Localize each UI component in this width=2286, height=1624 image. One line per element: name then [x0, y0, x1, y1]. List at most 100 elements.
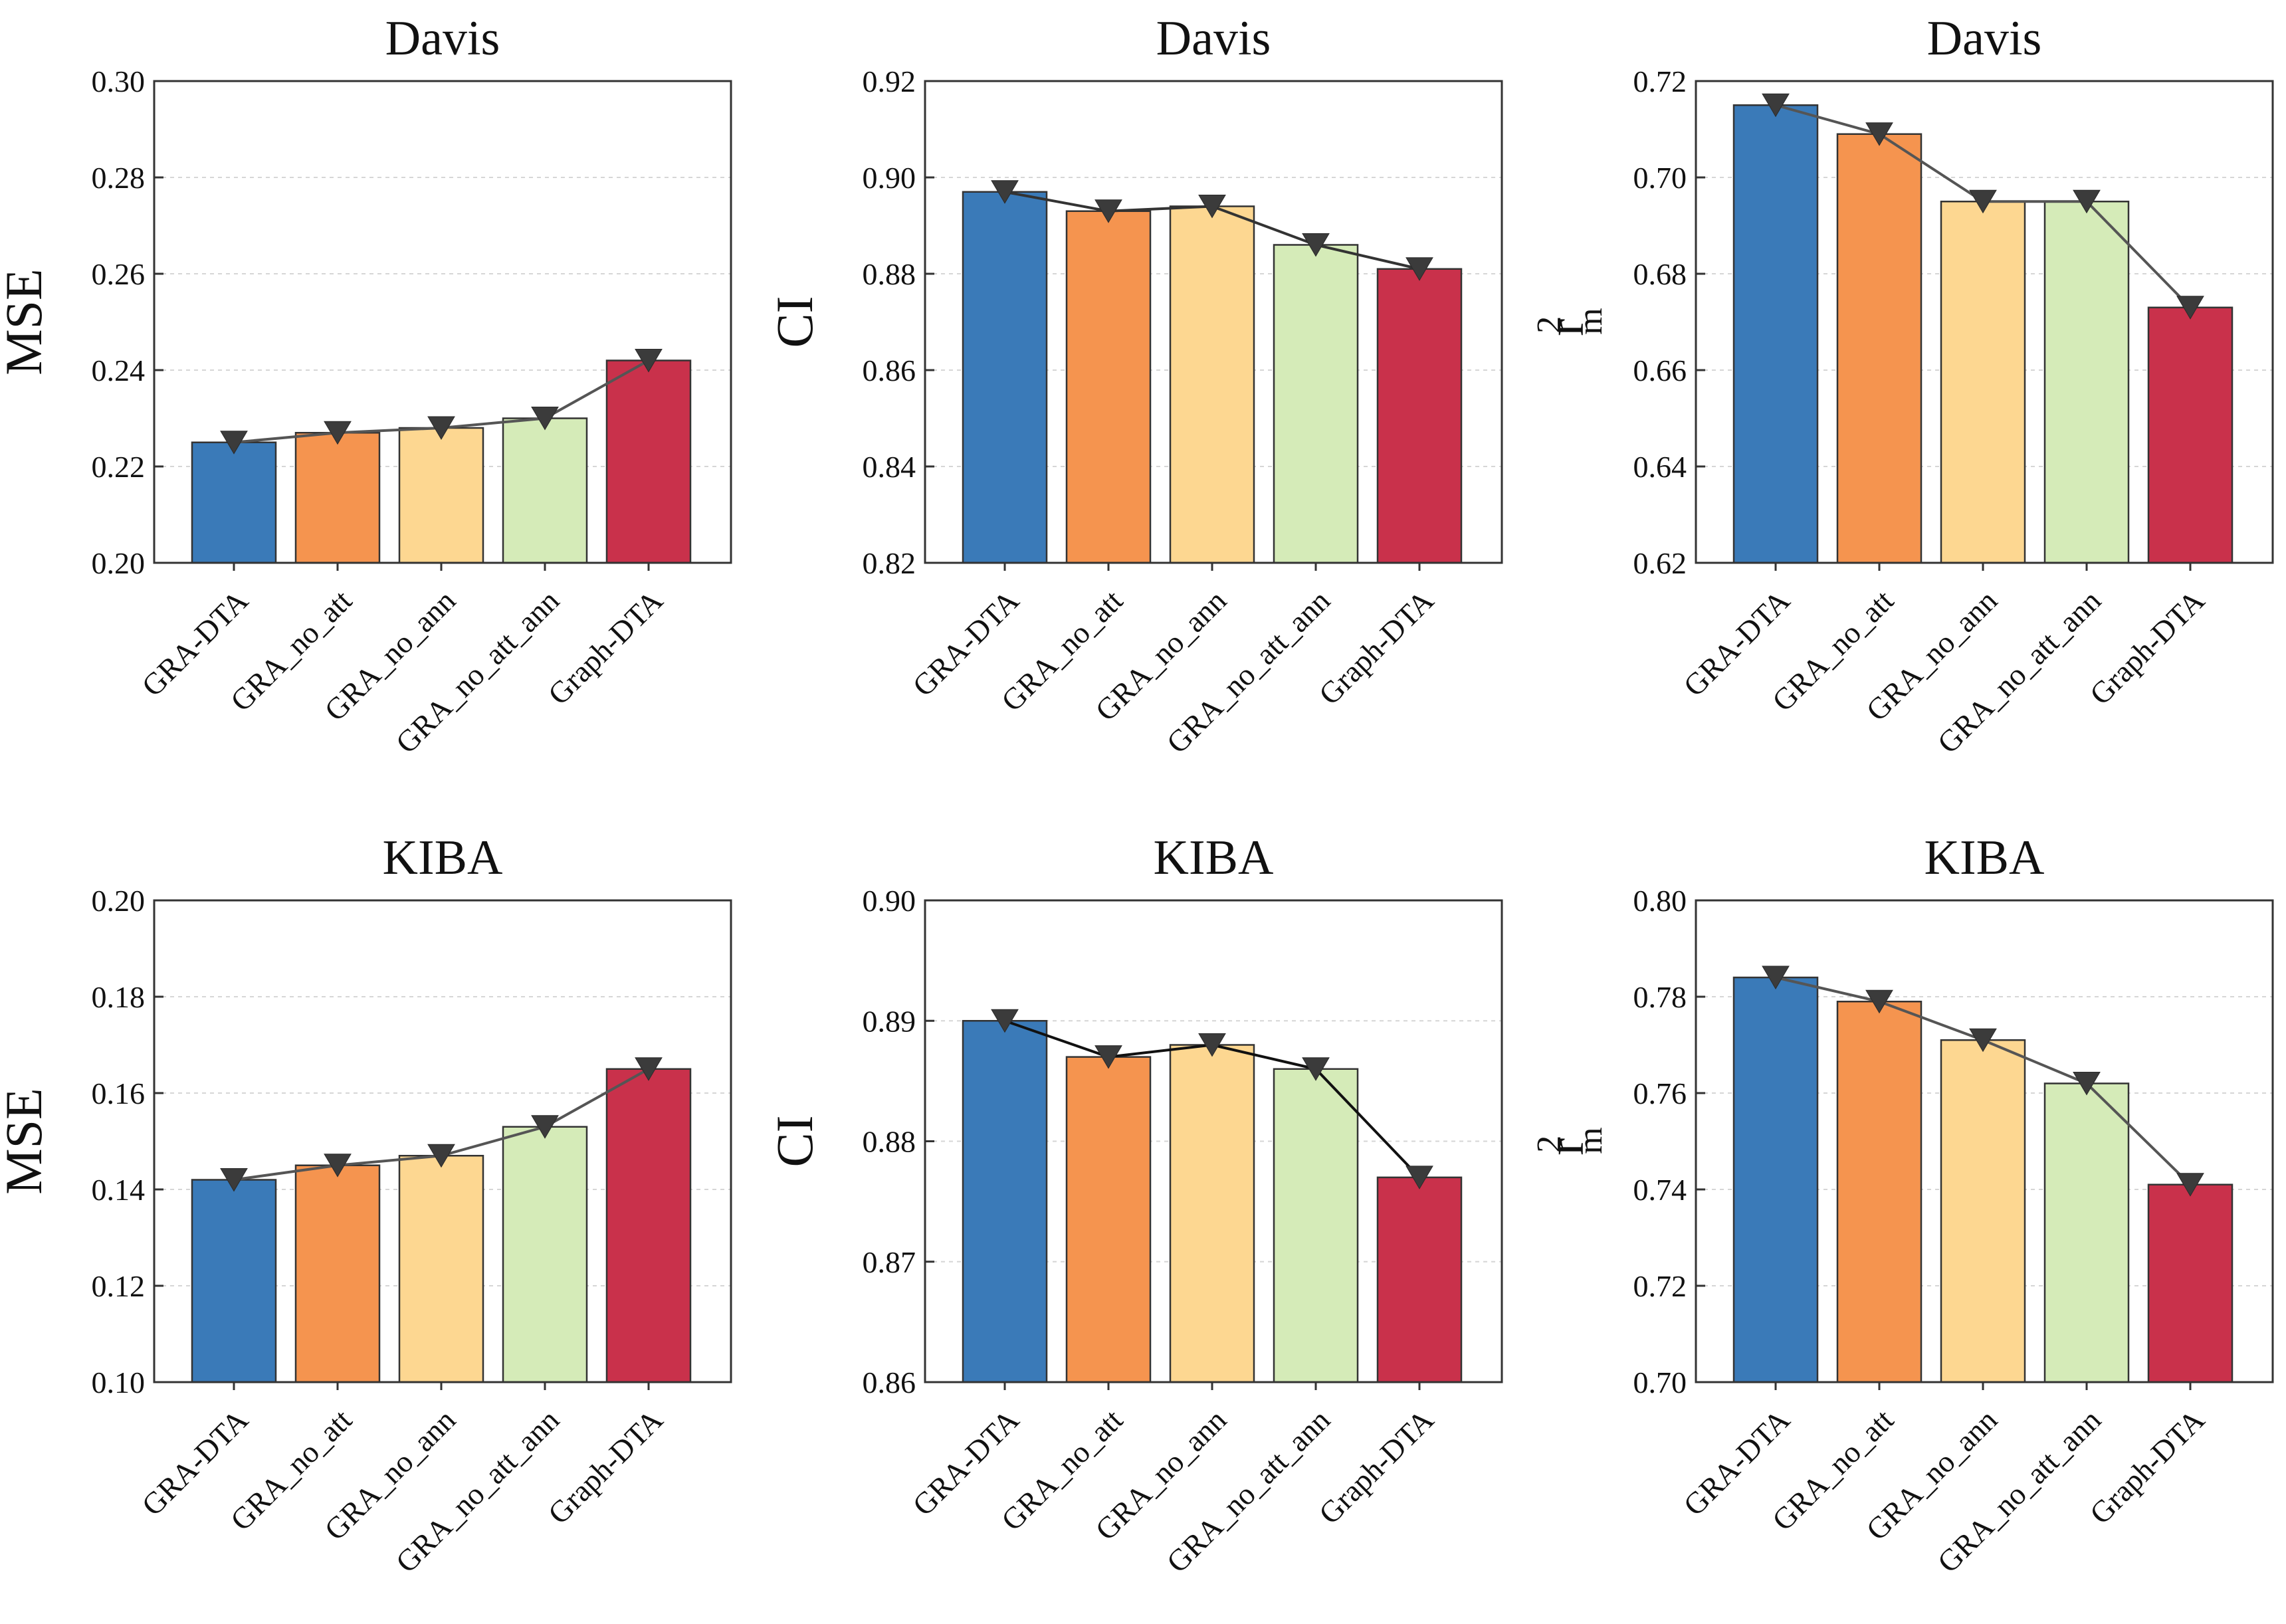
chart-title: KIBA — [1924, 831, 2045, 885]
data-point-marker — [1865, 122, 1893, 146]
bar-gra-no-att — [1065, 210, 1152, 564]
y-tick-label: 0.64 — [1633, 450, 1687, 484]
y-tick-label: 0.89 — [863, 1004, 916, 1038]
data-point-marker — [2176, 1173, 2204, 1197]
chart-panel-2: Davis0.820.840.860.880.900.92GRA-DTAGRA_… — [766, 11, 1503, 760]
bar-gra-dta — [1732, 104, 1819, 564]
y-axis-label-superscript: 2 — [1530, 1136, 1568, 1153]
data-point-marker — [531, 1115, 559, 1139]
y-axis-label-base: CI — [766, 1116, 823, 1167]
data-point-marker — [2073, 189, 2101, 214]
y-axis-label-superscript: 2 — [1530, 316, 1568, 334]
chart-panel-4: KIBA0.100.120.140.160.180.20GRA-DTAGRA_n… — [0, 831, 732, 1579]
y-axis-label: r2m — [1530, 308, 1610, 336]
data-point-marker — [635, 349, 663, 373]
data-point-marker — [427, 1144, 455, 1168]
y-tick-label: 0.87 — [863, 1245, 916, 1279]
plot-frame — [153, 80, 732, 564]
plot-frame — [153, 899, 732, 1383]
y-axis-label-base: r — [1536, 1138, 1594, 1156]
y-tick-label: 0.14 — [92, 1173, 146, 1207]
y-tick-label: 0.84 — [863, 450, 916, 484]
bar-gra-dta — [962, 191, 1048, 564]
data-point-marker — [1865, 989, 1893, 1014]
data-point-marker — [2176, 296, 2204, 320]
y-tick-label: 0.10 — [92, 1366, 146, 1399]
y-axis-label: r2m — [1530, 1127, 1610, 1155]
data-point-marker — [324, 421, 352, 445]
chart-title: KIBA — [383, 831, 503, 885]
plot-frame — [924, 80, 1503, 564]
y-tick-label: 0.68 — [1633, 257, 1687, 291]
bar-gra-no-ann — [1169, 1044, 1255, 1383]
y-tick-label: 0.70 — [1633, 1366, 1687, 1399]
y-axis-label: MSE — [0, 268, 52, 375]
chart-title: Davis — [1927, 11, 2042, 66]
y-tick-label: 0.92 — [863, 64, 916, 98]
plot-frame — [1695, 80, 2274, 564]
bar-graph-dta — [605, 359, 692, 564]
y-tick-label: 0.76 — [1633, 1076, 1687, 1110]
y-tick-label: 0.18 — [92, 980, 146, 1014]
chart-panel-3: Davis0.620.640.660.680.700.72GRA-DTAGRA_… — [1530, 11, 2274, 760]
data-point-marker — [1969, 189, 1997, 214]
bar-gra-no-ann — [1940, 1039, 2026, 1383]
bar-gra-no-att — [1836, 133, 1922, 564]
bar-graph-dta — [2147, 1183, 2234, 1383]
plot-frame — [1695, 899, 2274, 1383]
y-tick-label: 0.72 — [1633, 1269, 1687, 1303]
y-tick-label: 0.82 — [863, 546, 916, 580]
y-tick-label: 0.70 — [1633, 161, 1687, 195]
y-axis-label-base: r — [1536, 319, 1594, 336]
y-tick-label: 0.20 — [92, 884, 146, 918]
y-tick-label: 0.12 — [92, 1269, 146, 1303]
bar-gra-dta — [191, 1179, 277, 1383]
y-tick-label: 0.90 — [863, 884, 916, 918]
data-point-marker — [1094, 1045, 1122, 1069]
y-tick-label: 0.88 — [863, 257, 916, 291]
data-point-marker — [1762, 965, 1790, 989]
data-point-marker — [1762, 93, 1790, 118]
y-tick-label: 0.74 — [1633, 1173, 1687, 1207]
y-tick-label: 0.90 — [863, 161, 916, 195]
data-point-marker — [1969, 1028, 1997, 1053]
y-axis-label-base: MSE — [0, 268, 52, 375]
y-axis-label: CI — [766, 1116, 823, 1167]
data-point-marker — [531, 407, 559, 431]
data-point-marker — [2073, 1072, 2101, 1096]
y-axis-label-subscript: m — [1572, 1127, 1610, 1154]
bar-gra-no-att-ann — [1273, 1068, 1359, 1383]
bar-gra-no-att — [294, 1164, 381, 1383]
bar-graph-dta — [1376, 268, 1463, 564]
y-axis-label-base: MSE — [0, 1088, 52, 1194]
bar-graph-dta — [605, 1068, 692, 1383]
chart-title: Davis — [1156, 11, 1271, 66]
chart-panel-1: Davis0.200.220.240.260.280.30GRA-DTAGRA_… — [0, 11, 732, 760]
y-axis-label: CI — [766, 296, 823, 348]
chart-title: Davis — [385, 11, 500, 66]
data-point-marker — [1198, 1033, 1226, 1057]
bar-gra-no-att-ann — [2043, 201, 2130, 564]
y-tick-label: 0.66 — [1633, 354, 1687, 387]
data-point-marker — [1302, 233, 1330, 257]
chart-title: KIBA — [1154, 831, 1274, 885]
data-point-marker — [1094, 199, 1122, 223]
bar-gra-no-att-ann — [502, 417, 588, 564]
bar-gra-no-ann — [398, 427, 484, 564]
y-tick-label: 0.86 — [863, 1366, 916, 1399]
y-axis-label-subscript: m — [1572, 308, 1610, 334]
bar-gra-no-ann — [1940, 201, 2026, 564]
data-point-marker — [1405, 1166, 1433, 1189]
data-point-marker — [220, 1168, 248, 1192]
data-point-marker — [324, 1154, 352, 1177]
y-tick-label: 0.30 — [92, 64, 146, 98]
y-tick-label: 0.78 — [1633, 980, 1687, 1014]
y-tick-label: 0.24 — [92, 354, 146, 387]
data-point-marker — [1302, 1057, 1330, 1081]
bar-gra-no-ann — [398, 1155, 484, 1383]
bar-gra-no-att — [1836, 1001, 1922, 1383]
data-point-marker — [1198, 195, 1226, 219]
y-axis-label: MSE — [0, 1088, 52, 1194]
y-tick-label: 0.28 — [92, 161, 146, 195]
